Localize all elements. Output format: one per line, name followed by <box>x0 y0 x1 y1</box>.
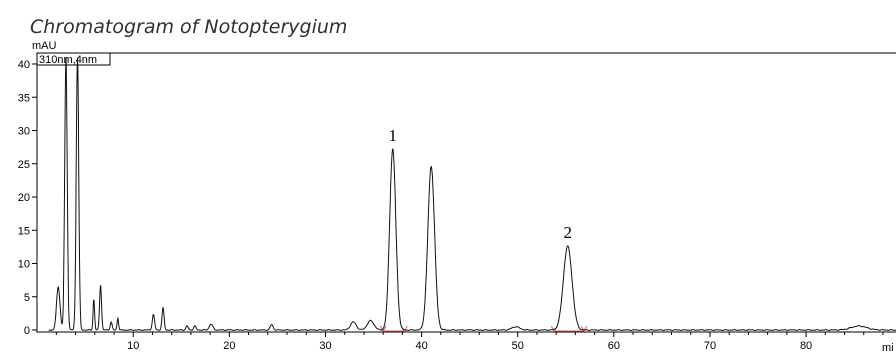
y-tick-label: 0 <box>24 325 30 337</box>
x-tick-label: 20 <box>223 340 235 352</box>
x-tick-label: 50 <box>512 340 524 352</box>
x-tick-label: 80 <box>800 340 812 352</box>
x-tick-label: 40 <box>415 340 427 352</box>
peak-number-label: 1 <box>389 126 398 145</box>
y-axis-label: mAU <box>32 40 57 52</box>
x-tick-label: 60 <box>608 340 620 352</box>
x-axis: 10 20 30 40 50 60 70 80 <box>55 332 884 352</box>
x-axis-label: mi <box>882 342 894 354</box>
chromatogram-trace <box>48 57 896 332</box>
y-tick-label: 30 <box>18 126 30 138</box>
y-tick-label: 40 <box>18 59 30 71</box>
channel-label-box <box>36 52 111 66</box>
peak-labels: 12 <box>389 126 572 242</box>
y-tick-label: 25 <box>18 159 30 171</box>
channel-label: 310nm,4nm <box>39 54 97 66</box>
peak-number-label: 2 <box>563 223 572 242</box>
y-tick-label: 15 <box>18 225 30 237</box>
y-tick-label: 35 <box>18 92 30 104</box>
y-tick-label: 5 <box>24 292 30 304</box>
chart-title: Chromatogram of Notopterygium <box>30 16 348 38</box>
y-axis: 0 5 10 15 20 25 30 35 40 <box>18 59 37 337</box>
x-tick-label: 70 <box>704 340 716 352</box>
plot-frame <box>36 52 896 333</box>
integration-marker <box>379 325 387 332</box>
integration-marker <box>580 325 588 332</box>
x-tick-label: 10 <box>127 340 139 352</box>
y-tick-label: 10 <box>18 259 30 271</box>
x-tick-label: 30 <box>319 340 331 352</box>
y-tick-label: 20 <box>18 192 30 204</box>
